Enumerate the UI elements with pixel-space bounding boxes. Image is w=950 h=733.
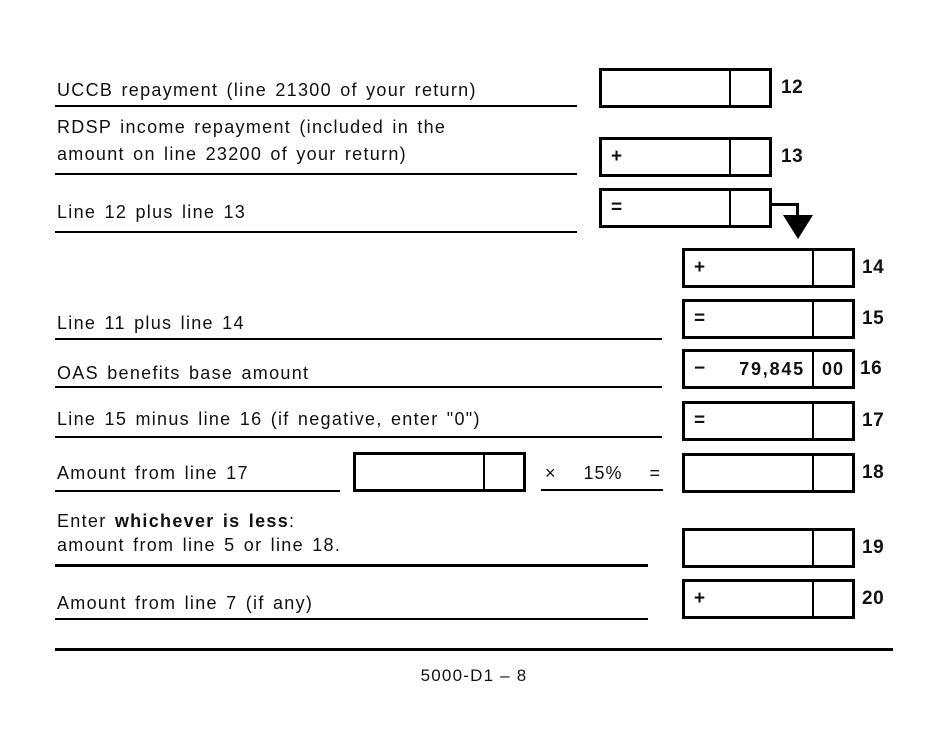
- cents-divider: [483, 455, 485, 489]
- amount-box-line12-plus-line13[interactable]: =: [599, 188, 772, 228]
- plus-operator: +: [694, 588, 706, 609]
- line-number-17: 17: [862, 410, 885, 431]
- amount-box-line-19[interactable]: [682, 528, 855, 568]
- amount-box-line-20[interactable]: +: [682, 579, 855, 619]
- equals-operator: =: [694, 410, 706, 431]
- label-amount-from-line17: Amount from line 17: [57, 463, 249, 483]
- line-number-16: 16: [860, 358, 883, 379]
- amount-box-line17-carry[interactable]: [353, 452, 526, 492]
- minus-operator: −: [694, 358, 706, 379]
- rate-expression: × 15% =: [545, 462, 661, 484]
- equals-operator: =: [694, 308, 706, 329]
- page-number: 5000-D1 – 8: [420, 666, 528, 685]
- line-number-18: 18: [862, 462, 885, 483]
- bottom-rule: [55, 648, 893, 651]
- amount-box-line-12[interactable]: [599, 68, 772, 108]
- label-enter-prefix: Enter: [57, 511, 115, 531]
- oas-base-cents-value: 00: [821, 358, 845, 379]
- cents-divider: [729, 71, 731, 105]
- amount-box-line-14[interactable]: +: [682, 248, 855, 288]
- cents-divider: [812, 531, 814, 565]
- cents-divider: [812, 251, 814, 285]
- underline-row-12: [55, 105, 577, 107]
- underline-row-13: [55, 173, 577, 175]
- amount-box-line-18[interactable]: [682, 453, 855, 493]
- label-amount-from-line7: Amount from line 7 (if any): [57, 593, 314, 613]
- amount-box-line-17[interactable]: =: [682, 401, 855, 441]
- label-whichever-is-less-bold: whichever is less: [114, 511, 290, 531]
- label-line15-minus-line16: Line 15 minus line 16 (if negative, ente…: [57, 409, 481, 429]
- cents-divider: [812, 456, 814, 490]
- plus-operator: +: [611, 146, 623, 167]
- line-number-13: 13: [781, 146, 804, 167]
- label-rdsp-repayment-line2: amount on line 23200 of your return): [57, 144, 407, 164]
- down-arrow-icon: [783, 215, 813, 239]
- cents-divider: [812, 404, 814, 438]
- cents-divider: [729, 140, 731, 174]
- underline-row-18-label: [55, 490, 340, 492]
- line-number-15: 15: [862, 308, 885, 329]
- underline-row-17: [55, 436, 662, 438]
- underline-row-16: [55, 386, 662, 388]
- label-rdsp-repayment-line1: RDSP income repayment (included in the: [57, 117, 447, 137]
- carry-arrow-elbow-horizontal: [772, 203, 799, 206]
- line-number-12: 12: [781, 77, 804, 98]
- oas-base-dollars-value: 79,845: [739, 358, 805, 379]
- underline-row-20: [55, 618, 648, 620]
- amount-box-line-15[interactable]: =: [682, 299, 855, 339]
- rate-value: 15%: [583, 463, 623, 483]
- label-line12-plus-line13: Line 12 plus line 13: [57, 202, 247, 222]
- cents-divider: [812, 582, 814, 616]
- label-amount-from-line5-or-line18: amount from line 5 or line 18.: [57, 535, 342, 555]
- equals-sign: =: [649, 463, 661, 483]
- cents-divider: [812, 352, 814, 386]
- amount-box-line-13[interactable]: +: [599, 137, 772, 177]
- label-colon: :: [289, 511, 296, 531]
- multiply-sign: ×: [545, 463, 557, 483]
- cents-divider: [729, 191, 731, 225]
- cents-divider: [812, 302, 814, 336]
- amount-box-line-16[interactable]: − 79,845 00: [682, 349, 855, 389]
- line-number-14: 14: [862, 257, 885, 278]
- plus-operator: +: [694, 257, 706, 278]
- label-line11-plus-line14: Line 11 plus line 14: [57, 313, 245, 333]
- equals-operator: =: [611, 197, 623, 218]
- line-number-19: 19: [862, 537, 885, 558]
- line-number-20: 20: [862, 588, 885, 609]
- underline-row-15: [55, 338, 662, 340]
- label-enter-whichever-is-less: Enter whichever is less:: [57, 510, 295, 532]
- label-uccb-repayment: UCCB repayment (line 21300 of your retur…: [57, 80, 477, 100]
- label-oas-benefits-base-amount: OAS benefits base amount: [57, 363, 310, 383]
- carry-arrow-elbow-vertical: [796, 203, 799, 216]
- underline-rate-expression: [541, 489, 663, 491]
- underline-row-19: [55, 564, 648, 567]
- underline-row-12plus13: [55, 231, 577, 233]
